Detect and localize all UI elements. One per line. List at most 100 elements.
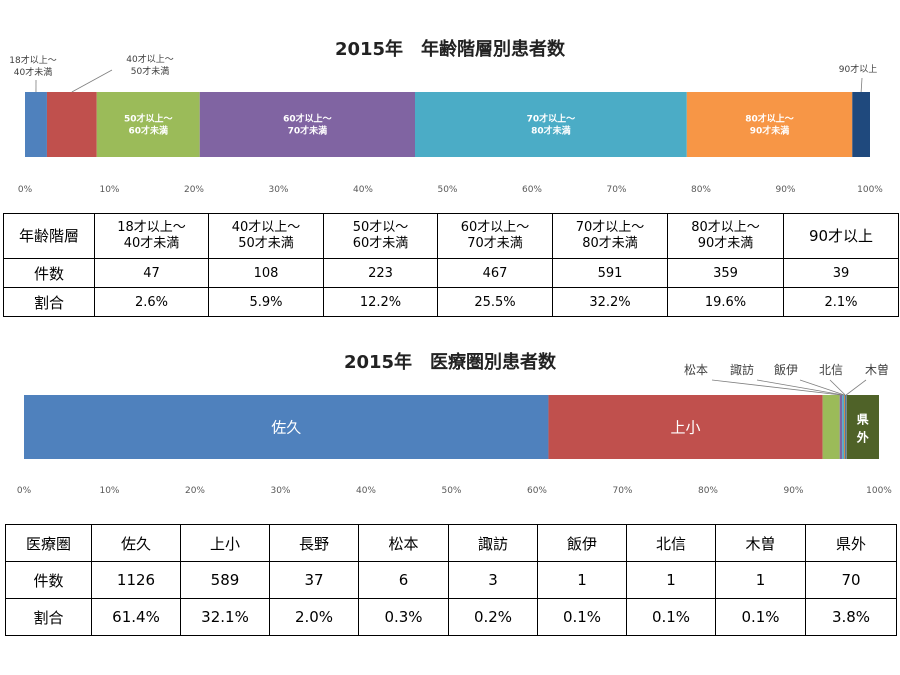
- region-stacked-bar-chart: 0% 10% 20% 30% 40% 50% 60% 70% 80% 90% 100% 佐久 上小 県外 松…: [17, 362, 892, 496]
- callout-leader-line: [829, 379, 846, 396]
- table-cell: 359: [667, 258, 784, 288]
- data-label: 60才未満: [128, 125, 168, 137]
- region-table-header-cell: 飯伊: [537, 524, 627, 562]
- region-table-header-cell: 長野: [269, 524, 359, 562]
- table-cell: 108: [208, 258, 324, 288]
- header-line: 70才以上～: [575, 220, 645, 235]
- region-table-header-row: 医療圏 佐久 上小 長野 松本 諏訪 飯伊 北信 木曽 県外: [5, 524, 897, 562]
- callout-label: 諏訪: [730, 362, 754, 377]
- x-tick-label: 30%: [268, 185, 288, 195]
- age-table-header-cell: 年齢階層: [3, 213, 95, 259]
- bar-segment: [822, 395, 840, 459]
- table-cell: 割合: [5, 598, 92, 636]
- region-table-count-row: 件数 1126 589 37 6 3 1 1 1 70: [5, 561, 897, 599]
- callout-label: 50才未満: [131, 65, 169, 77]
- header-line: 年齢階層: [18, 227, 79, 245]
- header-line: 60才未満: [352, 236, 409, 251]
- bar-segment: [96, 92, 200, 157]
- table-cell: 件数: [5, 561, 92, 599]
- table-cell: 3.8%: [805, 598, 897, 636]
- bar-segment: [846, 395, 879, 459]
- age-table-header-cell: 18才以上～ 40才未満: [94, 213, 209, 259]
- callout-label: 北信: [819, 363, 843, 377]
- age-table: 年齢階層 18才以上～ 40才未満 40才以上～ 50才未満 50才以～ 60才未満 …: [3, 213, 899, 317]
- bar-segment: [845, 395, 847, 459]
- header-line: 60才以上～: [460, 220, 530, 235]
- table-cell: 割合: [3, 287, 95, 317]
- region-table-header-cell: 諏訪: [448, 524, 538, 562]
- table-cell: 0.3%: [358, 598, 449, 636]
- age-table-header-cell: 90才以上: [783, 213, 899, 259]
- age-table-header-cell: 70才以上～ 80才未満: [552, 213, 668, 259]
- callout-leader-line: [756, 379, 844, 396]
- region-table: 医療圏 佐久 上小 長野 松本 諏訪 飯伊 北信 木曽 県外 件数 1126 5…: [5, 524, 897, 636]
- table-cell: 3: [448, 561, 538, 599]
- data-label: 80才未満: [531, 125, 571, 137]
- header-line: 50才未満: [238, 236, 294, 251]
- table-cell: 37: [269, 561, 359, 599]
- table-cell: 591: [552, 258, 668, 288]
- header-line: 18才以上～: [117, 220, 186, 235]
- callout-leader-line: [860, 77, 863, 93]
- x-tick-label: 40%: [356, 486, 376, 496]
- x-tick-label: 10%: [99, 185, 119, 195]
- data-label: 60才以上～: [283, 113, 332, 125]
- callout-label: 松本: [684, 363, 708, 377]
- table-cell: 6: [358, 561, 449, 599]
- callout-label: 90才以上: [839, 63, 877, 75]
- region-table-ratio-row: 割合 61.4% 32.1% 2.0% 0.3% 0.2% 0.1% 0.1% …: [5, 598, 897, 636]
- table-cell: 32.1%: [180, 598, 270, 636]
- region-table-header-cell: 松本: [358, 524, 449, 562]
- x-tick-label: 100%: [857, 185, 883, 195]
- table-cell: 47: [94, 258, 209, 288]
- table-cell: 2.1%: [783, 287, 899, 317]
- header-line: 80才以上～: [691, 220, 760, 235]
- x-tick-label: 70%: [612, 486, 632, 496]
- region-table-header-cell: 医療圏: [5, 524, 92, 562]
- region-table-header-cell: 上小: [180, 524, 270, 562]
- table-cell: 5.9%: [208, 287, 324, 317]
- callout-leader-line: [845, 379, 867, 396]
- region-table-header-cell: 北信: [626, 524, 716, 562]
- data-label: 上小: [671, 418, 701, 436]
- header-line: 90才以上: [808, 227, 874, 245]
- table-cell: 0.2%: [448, 598, 538, 636]
- table-cell: 589: [180, 561, 270, 599]
- x-tick-label: 90%: [775, 185, 795, 195]
- table-cell: 1: [537, 561, 627, 599]
- table-cell: 70: [805, 561, 897, 599]
- bar-segment: [852, 92, 870, 157]
- data-label: 80才以上～: [745, 113, 794, 125]
- bar-segment: [844, 395, 846, 459]
- bar-segment: [839, 395, 843, 459]
- callout-label: 18才以上～: [9, 54, 56, 66]
- x-tick-label: 70%: [606, 185, 626, 195]
- x-tick-label: 50%: [441, 486, 461, 496]
- bar-segment: [46, 92, 97, 157]
- table-cell: 19.6%: [667, 287, 784, 317]
- header-line: 50才以～: [352, 220, 409, 235]
- table-cell: 12.2%: [323, 287, 438, 317]
- data-label: 70才未満: [288, 125, 328, 137]
- table-cell: 0.1%: [715, 598, 806, 636]
- callout-leader-line: [799, 379, 845, 396]
- age-table-header-cell: 80才以上～ 90才未満: [667, 213, 784, 259]
- data-label: 外: [857, 429, 869, 444]
- x-tick-label: 80%: [698, 486, 718, 496]
- data-label: 佐久: [271, 418, 301, 436]
- bar-segment: [843, 395, 845, 459]
- data-label: 50才以上～: [124, 113, 173, 125]
- callout-label: 飯伊: [774, 362, 798, 377]
- callout-label: 40才未満: [14, 66, 52, 78]
- table-cell: 32.2%: [552, 287, 668, 317]
- x-tick-label: 0%: [18, 185, 33, 195]
- table-cell: 467: [437, 258, 553, 288]
- x-tick-label: 80%: [691, 185, 711, 195]
- bar-segment: [548, 395, 823, 459]
- callout-label: 40才以上～: [126, 53, 173, 65]
- table-cell: 2.6%: [94, 287, 209, 317]
- age-table-header-cell: 50才以～ 60才未満: [323, 213, 438, 259]
- region-table-header-cell: 佐久: [91, 524, 181, 562]
- bar-segment: [199, 92, 415, 157]
- data-label: 90才未満: [750, 125, 790, 137]
